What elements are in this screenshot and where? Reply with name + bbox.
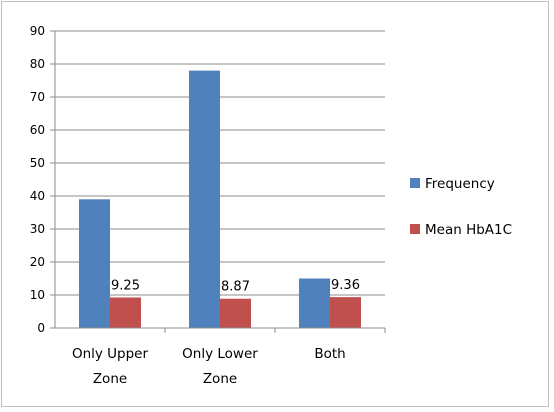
- y-tick-label: 90: [30, 24, 45, 38]
- y-tick-label: 70: [30, 90, 45, 104]
- category-label: Zone: [93, 371, 127, 387]
- y-tick-label: 30: [30, 222, 45, 236]
- legend-label: Frequency: [425, 176, 495, 192]
- legend: Frequency Mean HbA1C: [410, 176, 512, 238]
- legend-swatch: [410, 178, 420, 188]
- bar-mean-hba1c-3: [330, 297, 361, 328]
- y-tick-label: 10: [30, 288, 45, 302]
- bar-frequency-1: [79, 199, 110, 328]
- bar-mean-hba1c-1: [110, 297, 141, 328]
- category-label: Zone: [203, 371, 237, 387]
- y-axis-ticks: 0 10 20 30 40 50 60 70 80 90: [30, 24, 55, 335]
- bar-frequency-3: [299, 278, 330, 328]
- y-tick-label: 40: [30, 189, 45, 203]
- legend-swatch: [410, 224, 420, 234]
- y-tick-label: 50: [30, 156, 45, 170]
- y-tick-label: 0: [37, 321, 45, 335]
- data-labels: 9.25 8.87 9.36: [111, 278, 360, 295]
- bar-mean-hba1c-2: [220, 298, 251, 328]
- category-label: Only Upper: [72, 346, 149, 362]
- axes: [54, 31, 386, 333]
- category-label: Both: [314, 346, 345, 362]
- y-tick-label: 60: [30, 123, 45, 137]
- y-tick-label: 20: [30, 255, 45, 269]
- category-labels: Only Upper Zone Only Lower Zone Both: [72, 346, 346, 387]
- legend-label: Mean HbA1C: [425, 222, 512, 238]
- data-label: 8.87: [221, 280, 250, 295]
- category-label: Only Lower: [182, 346, 258, 362]
- y-tick-label: 80: [30, 57, 45, 71]
- data-label: 9.25: [111, 278, 140, 293]
- bars: [79, 70, 361, 328]
- bar-frequency-2: [189, 70, 220, 328]
- data-label: 9.36: [331, 278, 360, 293]
